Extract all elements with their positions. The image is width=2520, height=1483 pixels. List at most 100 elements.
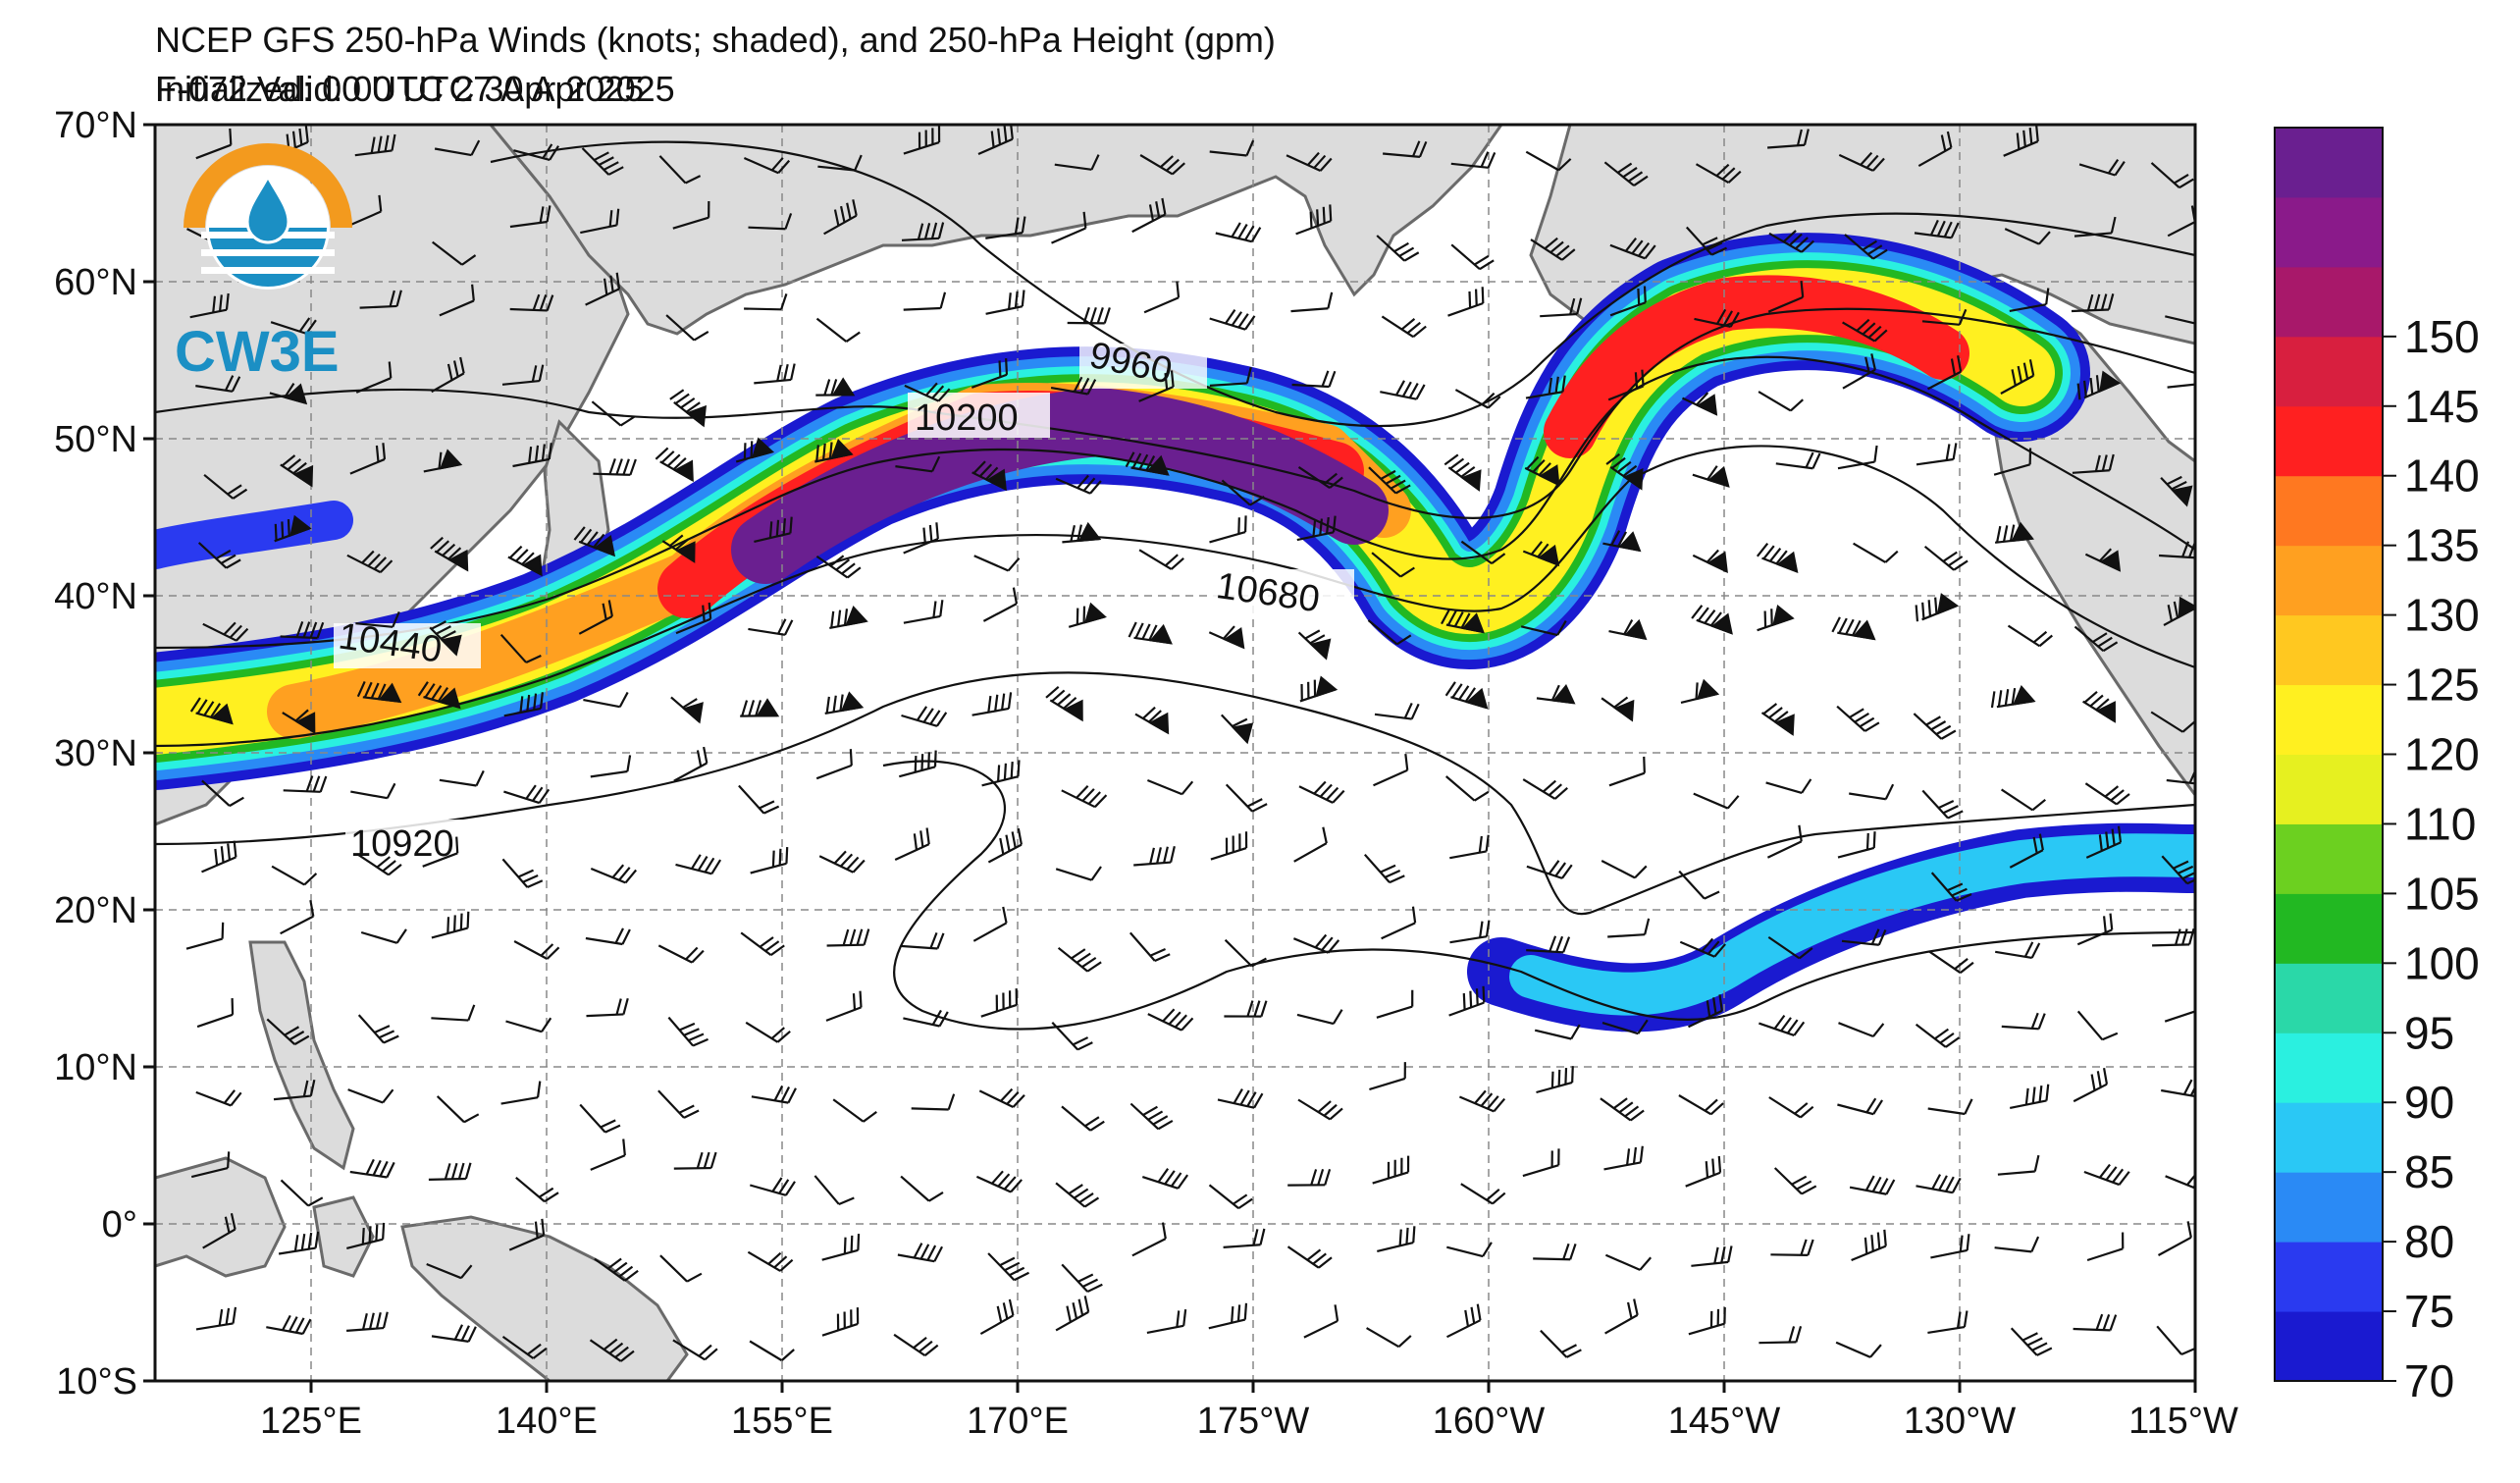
wind-barb: [1608, 756, 1646, 787]
wind-barb: [1759, 1325, 1803, 1345]
wind-barb: [815, 317, 861, 343]
wind-barb: [439, 284, 475, 317]
wind-barb: [1540, 297, 1583, 318]
wind-barb: [432, 240, 477, 266]
colorbar-swatch: [2275, 545, 2383, 616]
wind-barb: [585, 927, 631, 946]
wind-barb: [670, 696, 704, 724]
wind-barb: [581, 147, 624, 176]
wind-barb: [593, 458, 637, 476]
lat-label-70n: 70°N: [54, 105, 137, 146]
wind-barb: [1297, 629, 1332, 661]
wind-barb: [202, 1213, 236, 1249]
wind-barb: [1842, 353, 1876, 390]
wind-barb: [513, 940, 560, 960]
wind-barb: [987, 827, 1024, 864]
wind-barb: [1129, 1102, 1174, 1131]
wind-barb: [1601, 696, 1635, 722]
wind-barb: [1383, 140, 1428, 158]
wind-barb: [1928, 950, 1974, 975]
wind-barb: [189, 697, 234, 725]
wind-barb: [1927, 1098, 1973, 1116]
wind-barb: [201, 840, 237, 874]
wind-barb: [903, 600, 944, 624]
wind-barb: [594, 1257, 639, 1282]
wind-barb: [422, 836, 459, 868]
wind-barb: [1224, 938, 1267, 968]
map-area: 9960 10200 10440 10680 10920: [155, 125, 2195, 1381]
wind-barb: [1775, 451, 1821, 470]
wind-barb: [818, 850, 866, 874]
wind-barb: [280, 899, 315, 935]
wind-barb: [347, 1088, 394, 1104]
wind-barb: [2076, 913, 2114, 946]
wind-barb: [669, 389, 707, 428]
wind-barb: [1138, 370, 1175, 402]
wind-barb: [1913, 713, 1957, 740]
wind-barb: [1381, 315, 1427, 339]
wind-barb: [1526, 935, 1571, 954]
wind-barb: [893, 1333, 939, 1357]
wind-barb: [1441, 609, 1485, 634]
colorbar-tick-label: 95: [2404, 1007, 2454, 1058]
wind-barb: [1765, 778, 1812, 794]
wind-barb: [1758, 391, 1804, 412]
wind-barb: [512, 443, 552, 468]
wind-barb: [1522, 778, 1568, 800]
wind-barb: [2082, 690, 2116, 723]
wind-barbs: [185, 125, 2195, 1362]
wind-barb: [1147, 1008, 1194, 1032]
wind-barb: [1831, 616, 1876, 641]
wind-barb: [1524, 455, 1560, 487]
wind-barb: [436, 1095, 480, 1124]
wind-barb: [2152, 927, 2195, 947]
wind-barb: [583, 691, 629, 709]
cw3e-logo: CW3E: [175, 143, 352, 384]
wind-barb: [1849, 783, 1895, 801]
wind-barb: [1295, 204, 1333, 236]
wind-barb: [1603, 161, 1649, 186]
init-time: Initialized: 00 UTC 27 Apr 2025: [155, 69, 645, 109]
wind-barb: [1693, 792, 1740, 810]
wind-barb: [509, 205, 551, 229]
wind-barb: [1209, 139, 1255, 157]
wind-barb: [749, 1340, 795, 1362]
wind-barb: [202, 621, 249, 642]
wind-barb: [817, 154, 863, 172]
wind-barb: [1141, 1168, 1189, 1190]
wind-barb: [1923, 545, 1969, 571]
wind-barb: [515, 1176, 559, 1203]
wind-barb: [346, 550, 394, 574]
wind-barb: [1062, 521, 1102, 544]
wind-barb: [1131, 1222, 1167, 1257]
wind-barb: [195, 128, 233, 160]
wind-barb: [431, 1324, 477, 1343]
wind-barb: [591, 400, 636, 427]
colorbar-tick-label: 100: [2404, 937, 2480, 988]
wind-barb: [1225, 783, 1268, 813]
wind-barb: [901, 706, 948, 727]
wind-barb: [825, 990, 863, 1022]
wind-barb: [280, 454, 314, 488]
wind-barb: [1061, 1263, 1103, 1294]
wind-barb: [1841, 928, 1887, 946]
wind-barb: [1129, 931, 1171, 962]
wind-barb: [973, 555, 1021, 572]
wind-barb: [2084, 548, 2122, 572]
wind-barb: [978, 1087, 1025, 1108]
wind-barb: [1917, 131, 1953, 168]
wind-barb: [1837, 831, 1876, 859]
wind-barb: [1760, 703, 1795, 736]
wind-barb: [754, 363, 796, 385]
wind-barb: [513, 143, 559, 161]
wind-barb: [2073, 1313, 2118, 1332]
wind-barb: [1930, 872, 1972, 902]
wind-barb: [672, 200, 710, 230]
colorbar-swatch: [2275, 1242, 2383, 1312]
wind-barb: [750, 1177, 796, 1196]
wind-barb: [1223, 1228, 1266, 1248]
wind-barb: [672, 1339, 718, 1361]
wind-barb: [1916, 443, 1958, 466]
wind-barb: [1143, 281, 1181, 314]
wind-barb: [657, 944, 705, 964]
